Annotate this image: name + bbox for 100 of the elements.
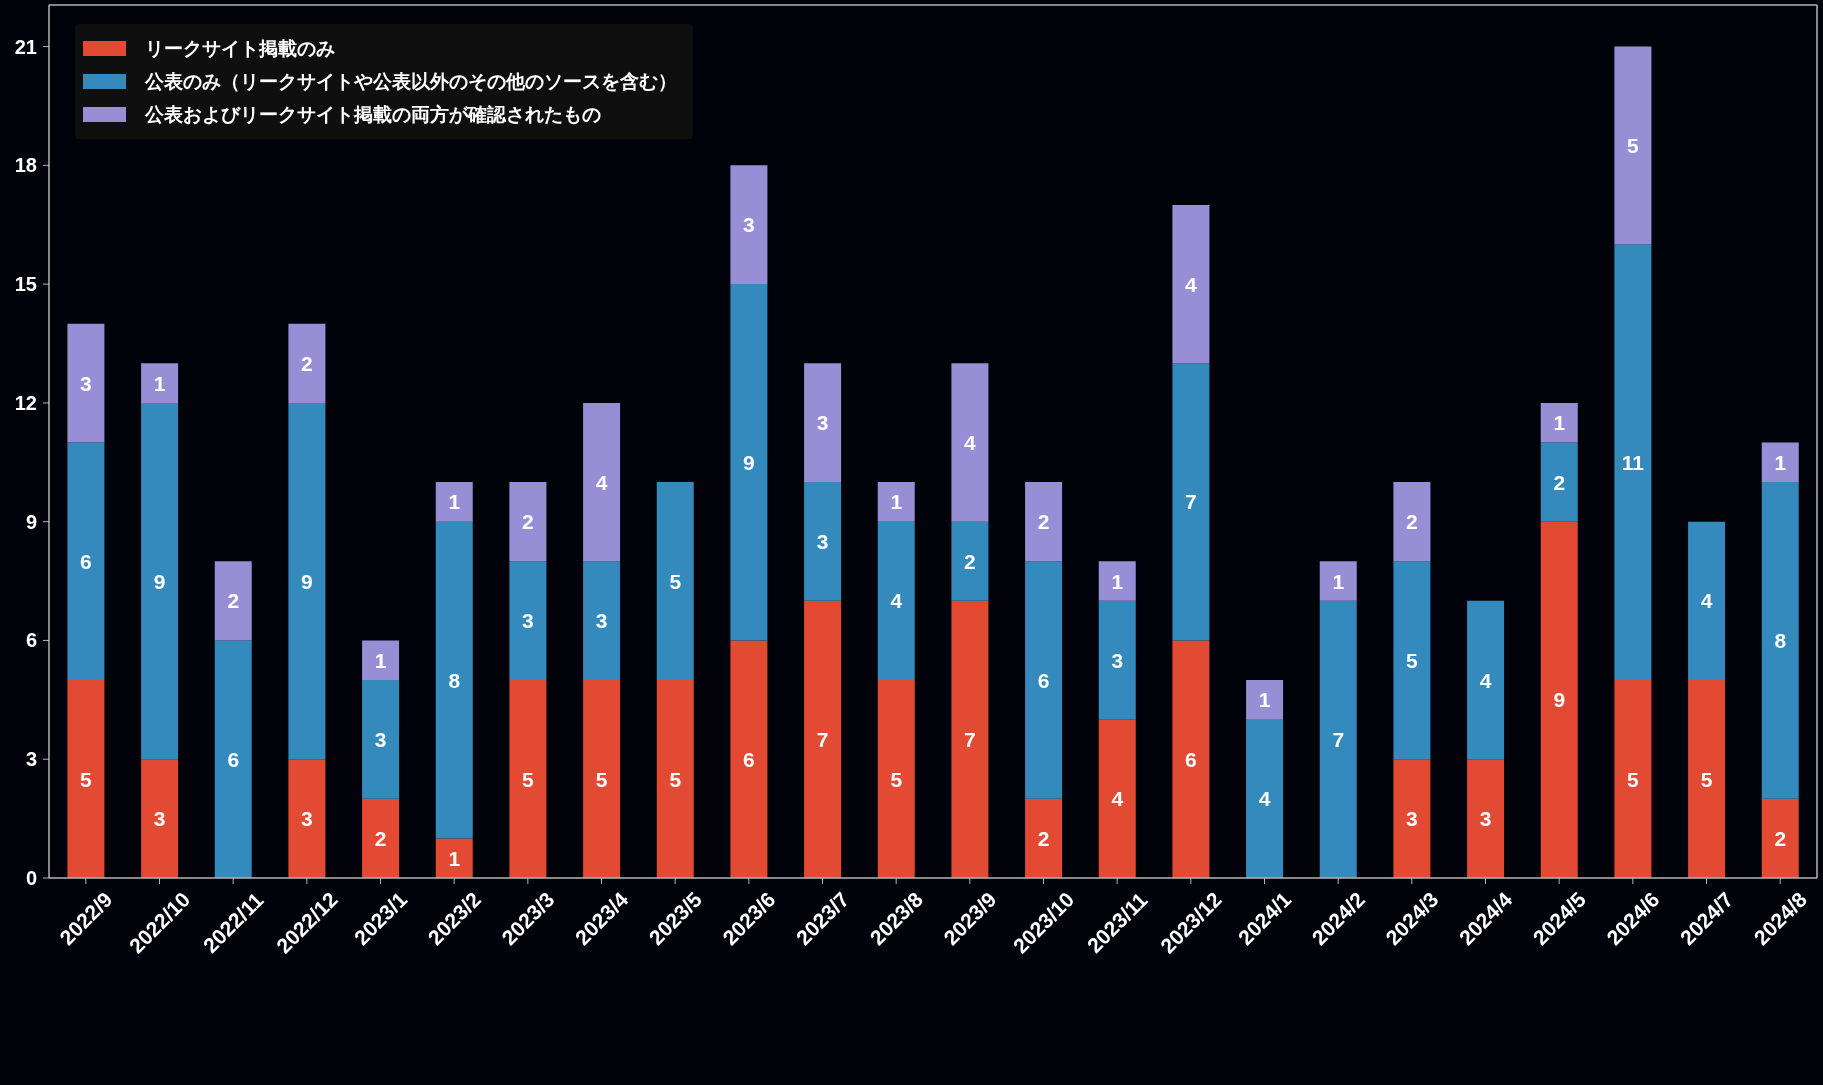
bar	[804, 482, 842, 601]
data-label: 3	[816, 411, 829, 435]
bar	[141, 363, 179, 403]
data-label: 8	[1774, 628, 1787, 652]
bar	[1246, 719, 1284, 878]
y-tick-label: 21	[14, 35, 37, 58]
data-label: 1	[1332, 569, 1345, 593]
bar	[435, 521, 473, 839]
bar	[141, 759, 179, 878]
y-tick-label: 18	[14, 154, 37, 177]
legend-label: 公表のみ（リークサイトや公表以外のその他のソースを含む）	[145, 69, 677, 94]
bar	[1614, 680, 1652, 878]
bar	[1540, 402, 1578, 443]
bar	[288, 402, 326, 760]
bar	[509, 680, 547, 878]
bar	[141, 402, 179, 760]
bar	[1540, 442, 1578, 522]
bar	[1098, 561, 1136, 601]
data-label: 1	[1111, 569, 1124, 593]
bar	[951, 363, 989, 522]
data-label: 1	[1258, 688, 1271, 712]
y-tick-label: 6	[25, 629, 37, 652]
bar	[1319, 561, 1357, 601]
data-label: 4	[595, 470, 608, 494]
data-label: 5	[669, 767, 682, 791]
y-tick-label: 12	[14, 391, 37, 414]
bar	[583, 680, 621, 878]
data-label: 1	[1553, 411, 1566, 435]
data-label: 6	[80, 549, 92, 573]
y-tick-label: 3	[25, 748, 37, 771]
bar	[435, 838, 473, 878]
bar	[362, 680, 400, 799]
data-label: 2	[964, 549, 976, 573]
data-label: 9	[153, 569, 166, 593]
bar	[1761, 482, 1799, 799]
bar	[804, 600, 842, 878]
data-label: 5	[595, 767, 608, 791]
bar	[1467, 759, 1505, 878]
bar	[1614, 46, 1652, 245]
bar	[435, 482, 473, 522]
bar	[730, 165, 768, 285]
bar	[1393, 482, 1431, 562]
data-label: 8	[448, 668, 461, 692]
bar	[67, 442, 105, 681]
legend-label: 公表およびリークサイト掲載の両方が確認されたもの	[145, 102, 601, 127]
data-label: 6	[1185, 747, 1197, 771]
bar	[1393, 759, 1431, 878]
bar	[214, 640, 252, 878]
bar	[509, 482, 547, 562]
data-label: 4	[1185, 272, 1198, 296]
data-label: 3	[374, 727, 387, 751]
bar	[1688, 680, 1726, 878]
bar	[509, 561, 547, 681]
data-label: 3	[301, 807, 313, 831]
data-label: 1	[153, 371, 166, 395]
data-label: 7	[1185, 490, 1197, 514]
bar	[583, 402, 621, 562]
data-label: 3	[522, 609, 534, 633]
data-label: 1	[374, 648, 387, 672]
data-label: 3	[1406, 807, 1418, 831]
bar	[1761, 798, 1799, 878]
data-label: 5	[1627, 767, 1640, 791]
bar	[1393, 561, 1431, 760]
bar	[730, 640, 768, 878]
data-label: 6	[743, 747, 755, 771]
data-label: 5	[669, 569, 682, 593]
bar	[362, 798, 400, 878]
bar	[583, 561, 621, 681]
bar	[1098, 600, 1136, 720]
data-label: 5	[1627, 134, 1640, 158]
data-label: 3	[816, 529, 829, 553]
data-label: 6	[227, 747, 240, 771]
data-label: 1	[1774, 450, 1787, 474]
bar	[1467, 600, 1505, 760]
data-label: 5	[1700, 767, 1713, 791]
data-label: 3	[1111, 648, 1124, 672]
data-label: 4	[1700, 589, 1713, 613]
bar	[877, 680, 915, 878]
data-label: 5	[1406, 648, 1419, 672]
data-label: 5	[522, 767, 535, 791]
data-label: 1	[448, 846, 461, 870]
data-label: 2	[522, 510, 534, 534]
bar	[951, 521, 989, 601]
data-label: 9	[301, 569, 313, 593]
bar	[1025, 798, 1063, 878]
bar	[1614, 244, 1652, 681]
data-label: 9	[743, 450, 755, 474]
bar	[1025, 482, 1063, 562]
bar	[877, 482, 915, 522]
bar	[951, 600, 989, 878]
data-label: 7	[1332, 727, 1345, 751]
data-label: 3	[80, 371, 92, 395]
bar	[1172, 363, 1210, 641]
bar	[1172, 204, 1210, 364]
data-label: 3	[595, 609, 608, 633]
data-label: 2	[227, 589, 240, 613]
bar	[288, 323, 326, 403]
data-label: 5	[80, 767, 93, 791]
bar	[1540, 521, 1578, 878]
data-label: 1	[448, 490, 461, 514]
